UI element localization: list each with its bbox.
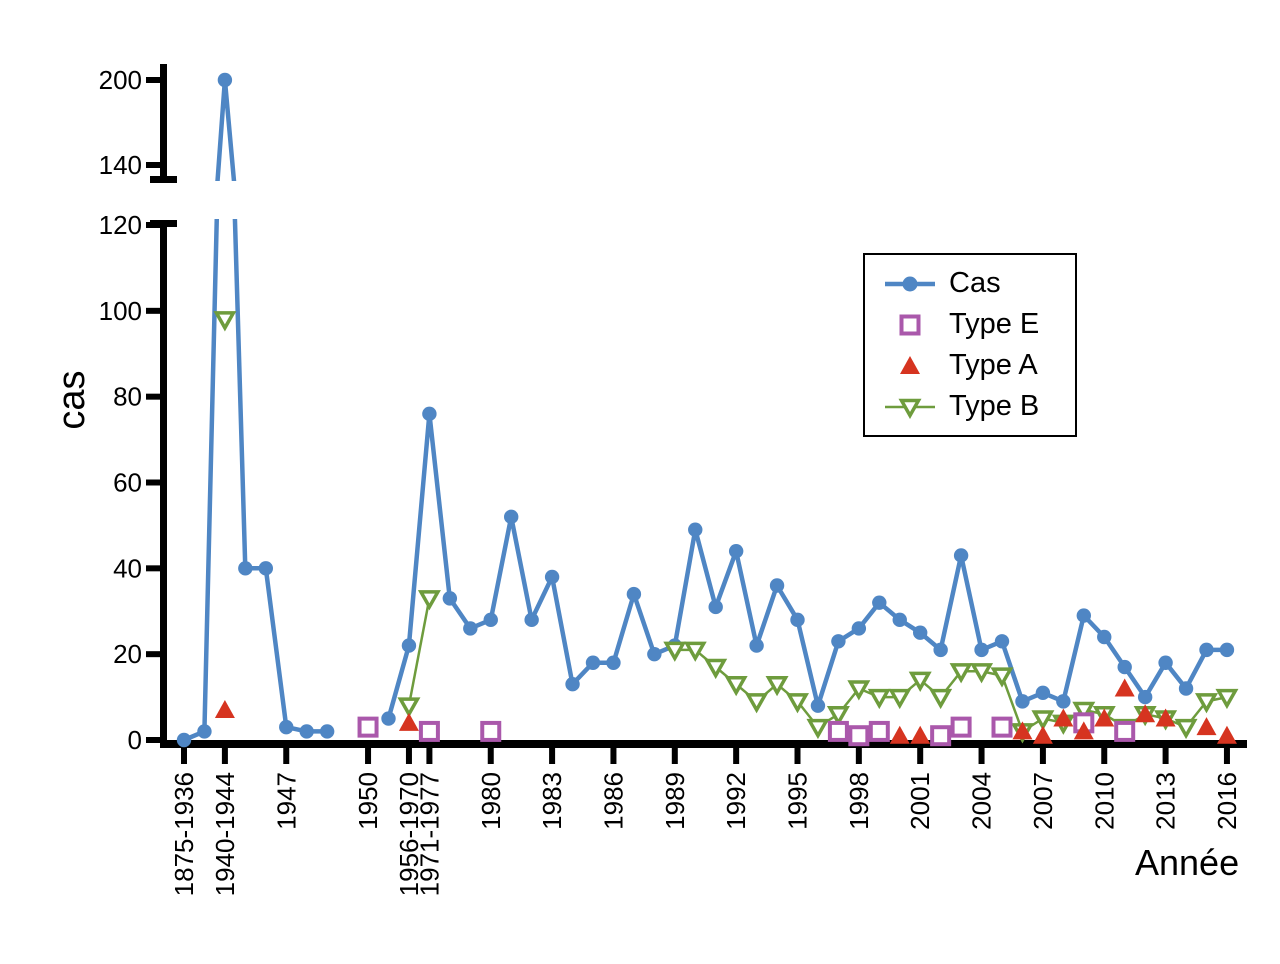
legend-item-type-e: Type E: [881, 310, 1075, 339]
svg-text:2004: 2004: [967, 772, 997, 830]
svg-text:1971-1977: 1971-1977: [414, 772, 444, 896]
svg-text:2013: 2013: [1151, 772, 1181, 830]
legend-label-type-a: Type A: [949, 349, 1038, 381]
series-type-a: [214, 678, 1237, 744]
x-axis-title: Année: [1135, 842, 1240, 883]
series-type-b: [213, 311, 1239, 744]
svg-text:1992: 1992: [721, 772, 751, 830]
svg-text:2001: 2001: [905, 772, 935, 830]
svg-text:20: 20: [113, 639, 142, 669]
svg-text:1947: 1947: [271, 772, 301, 830]
legend-label-cas: Cas: [949, 267, 1001, 299]
svg-text:120: 120: [99, 210, 142, 240]
svg-text:1980: 1980: [476, 772, 506, 830]
legend-item-type-a: Type A: [881, 351, 1075, 380]
svg-text:200: 200: [99, 65, 142, 95]
svg-text:60: 60: [113, 467, 142, 497]
series-type-e: [357, 712, 1136, 747]
type-b-triangle-marker-icon: [881, 395, 939, 419]
legend-item-type-b: Type B: [881, 392, 1075, 421]
svg-text:140: 140: [99, 150, 142, 180]
type-e-square-marker-icon: [881, 313, 939, 337]
svg-text:100: 100: [99, 296, 142, 326]
legend-label-type-b: Type B: [949, 390, 1040, 422]
axes: 140 200 0 20 40 60 80 100 120 1875-1936 1940-1944 1…: [99, 64, 1247, 896]
svg-text:2016: 2016: [1212, 772, 1242, 830]
legend-item-cas: Cas: [881, 269, 1075, 298]
series-cas: [176, 72, 1235, 748]
svg-text:1940-1944: 1940-1944: [210, 772, 240, 896]
svg-text:2010: 2010: [1089, 772, 1119, 830]
svg-text:2007: 2007: [1028, 772, 1058, 830]
svg-text:1995: 1995: [783, 772, 813, 830]
svg-text:1983: 1983: [537, 772, 567, 830]
legend: Cas Type E Type A Type B: [863, 253, 1077, 437]
svg-text:1950: 1950: [353, 772, 383, 830]
svg-text:80: 80: [113, 382, 142, 412]
svg-text:1875-1936: 1875-1936: [169, 772, 199, 896]
svg-text:40: 40: [113, 553, 142, 583]
svg-text:1986: 1986: [598, 772, 628, 830]
legend-label-type-e: Type E: [949, 308, 1040, 340]
svg-text:0: 0: [128, 725, 142, 755]
y-axis-title: cas: [50, 370, 93, 430]
svg-text:1956-1970: 1956-1970: [394, 772, 424, 896]
type-a-triangle-marker-icon: [881, 354, 939, 378]
svg-text:1998: 1998: [844, 772, 874, 830]
cas-line-marker-icon: [881, 272, 939, 296]
svg-text:1989: 1989: [660, 772, 690, 830]
